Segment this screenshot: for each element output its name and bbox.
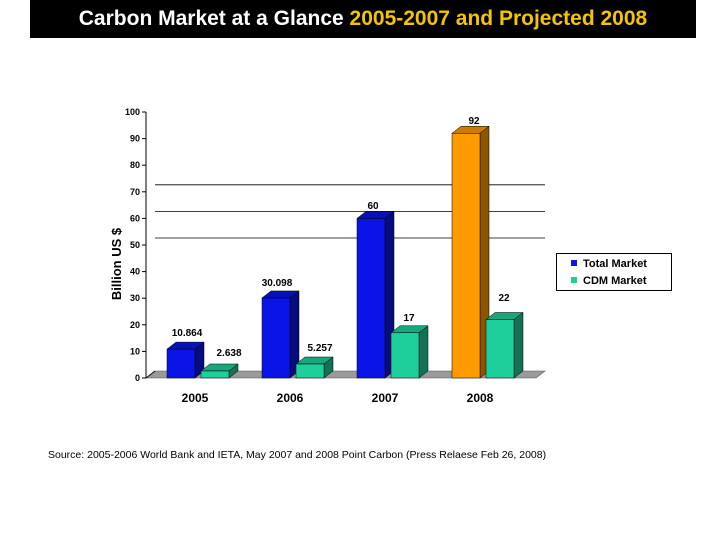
data-label: 22 <box>498 293 510 304</box>
data-label: 17 <box>403 313 415 324</box>
y-axis-depth <box>145 370 156 379</box>
data-label: 30.098 <box>262 278 293 289</box>
y-tick-label: 50 <box>130 240 140 250</box>
y-tick-label: 60 <box>130 213 140 223</box>
legend-label-cdm-market: CDM Market <box>583 275 647 287</box>
legend-swatch-total-market <box>571 260 577 266</box>
bar-total-market <box>166 348 196 379</box>
x-tick-label: 2005 <box>182 391 209 405</box>
data-label: 5.257 <box>307 343 332 354</box>
bar-total-market <box>356 218 386 379</box>
y-tick-label: 0 <box>135 373 140 383</box>
bar-total-market <box>451 133 481 379</box>
data-label: 60 <box>367 201 379 212</box>
title-prefix: Carbon Market at a Glance <box>78 7 344 30</box>
y-axis-title: Billion US $ <box>109 227 124 300</box>
y-tick-label: 20 <box>130 320 140 330</box>
y-tick-label: 90 <box>130 134 140 144</box>
bar-cdm-market <box>200 370 230 379</box>
bar-cdm-market <box>390 332 420 379</box>
y-tick-label: 70 <box>130 187 140 197</box>
data-label: 10.864 <box>172 328 203 339</box>
bar-cdm-market-side <box>418 325 429 379</box>
bar-total-market <box>261 297 291 379</box>
y-tick-label: 100 <box>125 107 140 117</box>
x-tick-label: 2006 <box>277 391 304 405</box>
y-tick-label: 10 <box>130 346 140 356</box>
legend-item-cdm-market: CDM Market <box>571 275 647 287</box>
bar-cdm-market-side <box>513 311 524 379</box>
legend-swatch-cdm-market <box>571 277 577 283</box>
chart-legend: Total Market CDM Market <box>556 253 672 291</box>
legend-label-total-market: Total Market <box>583 258 647 270</box>
source-note: Source: 2005-2006 World Bank and IETA, M… <box>48 449 547 461</box>
y-tick-label: 30 <box>130 293 140 303</box>
slide-title: Carbon Market at a Glance 2005-2007 and … <box>30 0 696 38</box>
bar-cdm-market <box>485 319 515 379</box>
bar-cdm-market <box>295 363 325 379</box>
title-highlight: 2005-2007 and Projected 2008 <box>349 7 648 30</box>
data-label: 92 <box>468 116 480 127</box>
y-tick-label: 40 <box>130 267 140 277</box>
x-tick-label: 2008 <box>467 391 494 405</box>
legend-item-total-market: Total Market <box>571 258 647 270</box>
x-tick-label: 2007 <box>372 391 399 405</box>
data-label: 2.638 <box>216 348 241 359</box>
y-tick-label: 80 <box>130 160 140 170</box>
